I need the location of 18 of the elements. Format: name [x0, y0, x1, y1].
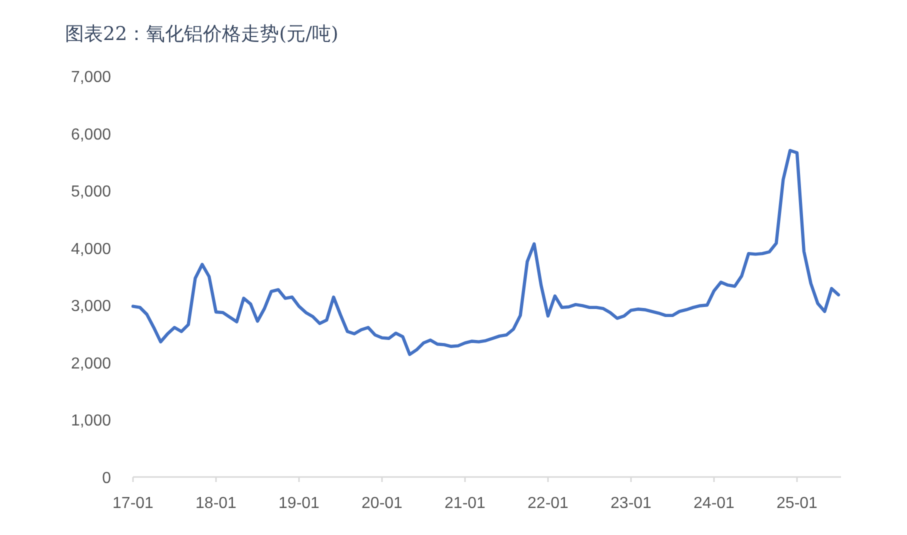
y-tick-label: 4,000	[70, 240, 112, 258]
y-tick-label: 7,000	[70, 69, 112, 86]
y-tick-label: 2,000	[70, 355, 112, 372]
x-tick-label: 20-01	[362, 495, 403, 512]
x-tick-label: 25-01	[776, 495, 818, 512]
x-tick-label: 24-01	[694, 495, 735, 512]
y-tick-label: 3,000	[70, 298, 112, 316]
x-tick-label: 18-01	[196, 495, 237, 512]
x-tick-label: 22-01	[528, 495, 569, 512]
x-tick-label: 17-01	[112, 495, 154, 512]
y-tick-label: 5,000	[70, 184, 112, 201]
y-tick-label: 0	[102, 470, 112, 487]
x-tick-label: 21-01	[444, 495, 486, 512]
y-tick-label: 1,000	[70, 412, 112, 430]
x-tick-label: 23-01	[610, 495, 652, 512]
y-tick-label: 6,000	[70, 126, 112, 144]
x-tick-label: 19-01	[278, 495, 320, 512]
title: 图表22：氧化铝价格走势(元/吨)	[65, 23, 338, 45]
